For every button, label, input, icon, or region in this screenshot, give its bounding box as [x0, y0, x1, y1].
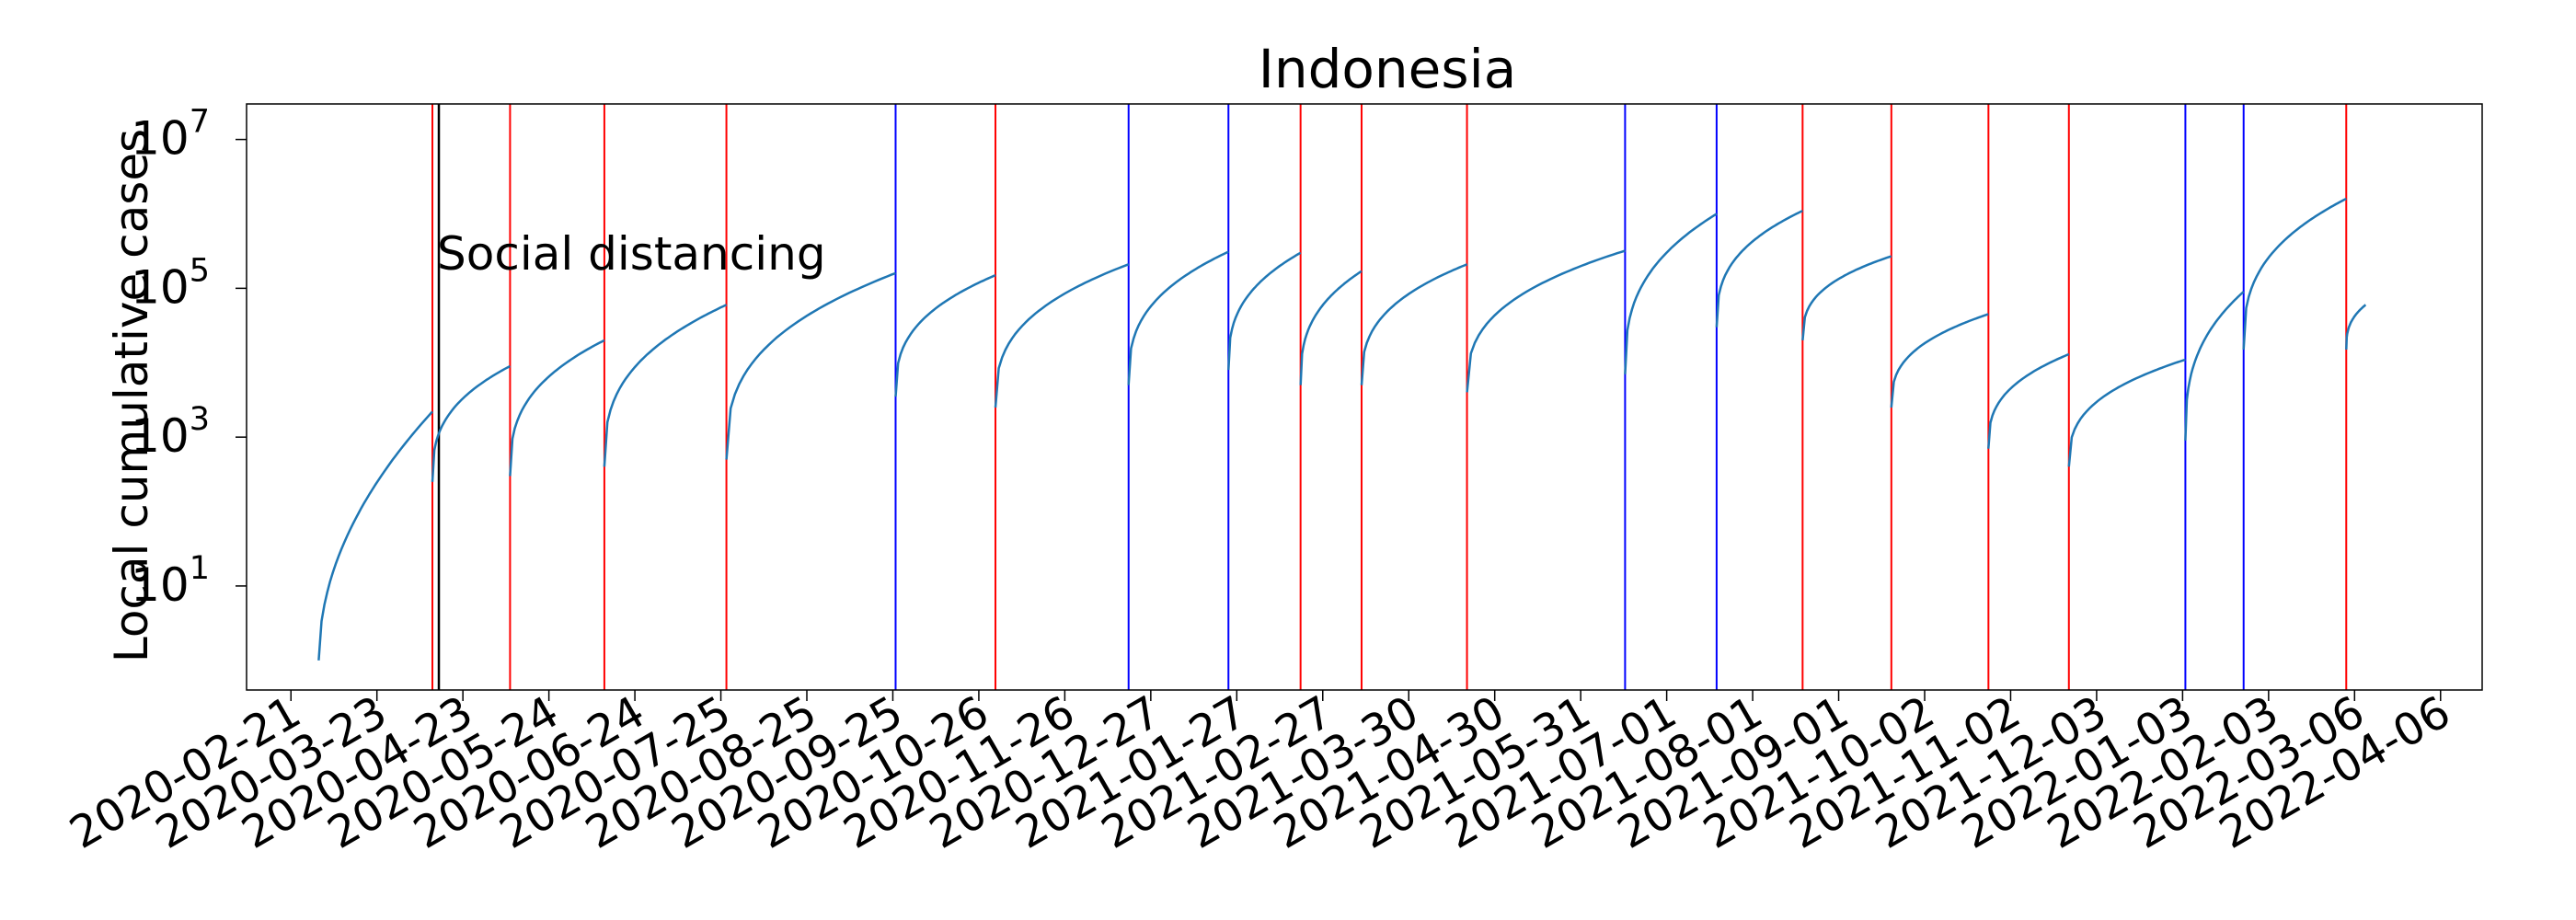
- y-tick-label-0: 101: [131, 550, 210, 612]
- plot-frame: [246, 103, 2483, 691]
- y-tick-label-1: 103: [131, 401, 210, 463]
- y-tick-label-2: 105: [131, 252, 210, 314]
- x-axis: 2020-02-212020-03-232020-04-232020-05-24…: [62, 686, 2459, 859]
- y-axis-label: Local cumulative cases: [105, 129, 158, 662]
- chart-title: Indonesia: [1259, 38, 1516, 100]
- series-group: [317, 197, 2367, 661]
- y-tick-label-3: 107: [131, 104, 210, 166]
- segment-lines: [431, 104, 2348, 690]
- annotation-social-distancing: Social distancing: [437, 227, 826, 281]
- y-axis: 101 103 105 107: [131, 104, 247, 612]
- series-line-0: [317, 197, 2367, 661]
